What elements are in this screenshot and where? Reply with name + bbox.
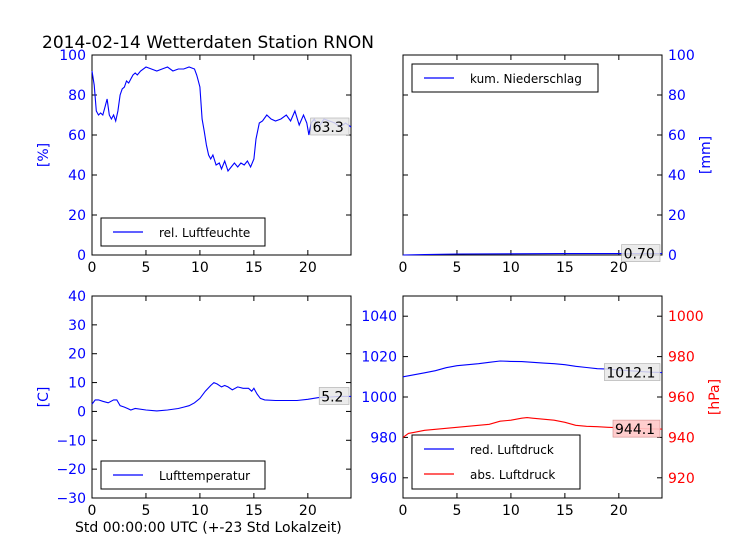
end-value-box [604,363,661,381]
y-tick-label: −20 [56,462,86,478]
x-tick-label: 5 [141,503,150,519]
legend-label: abs. Luftdruck [470,468,555,482]
y-tick-label: 40 [668,168,686,184]
y-tick-label: −30 [56,491,86,507]
legend-box [411,434,581,490]
y-axis-label: [%] [36,143,52,167]
series-line-1 [91,381,351,412]
chart-humidity: 0 5 10 15 20 0 20 40 60 80 100 [%] 63.3 rel. Luftfeuc… [36,48,352,276]
legend-label: Lufttemperatur [159,469,250,483]
y-right-tick-label: 920 [668,471,695,487]
x-tick-label: 5 [452,260,461,276]
y-right-tick-label: 960 [668,390,695,406]
y-tick-label: 80 [668,88,686,104]
x-tick-label: 15 [556,503,574,519]
end-value-box [310,117,350,136]
x-tick-label: 15 [556,260,574,276]
legend: rel. Luftfeuchte [100,217,266,247]
y-tick-label: 960 [370,471,397,487]
y-tick-label: 100 [668,48,695,64]
legend-box [100,217,266,247]
plot-frame [402,54,663,256]
y-tick-label: 40 [68,168,86,184]
y-tick-label: 20 [68,208,86,224]
legend: red. Luftdruck abs. Luftdruck [411,434,581,490]
end-value-box-right [612,419,661,438]
y-axis-label: [hPa] [707,379,723,415]
y-right-tick-label: 980 [668,350,695,366]
x-tick-label: 10 [191,503,209,519]
x-tick-label: 0 [399,503,408,519]
x-axis-label: Std 00:00:00 UTC (+-23 Std Lokalzeit) [75,520,342,536]
chart-precip: 0 5 10 15 20 0 20 40 60 80 100 [mm] 0.70 kum. Nieders… [399,48,714,276]
plot-frame [91,295,352,499]
y-tick-label: 0 [77,404,86,420]
legend-box [411,63,599,93]
y-tick-label: 10 [68,376,86,392]
y-tick-label: 100 [59,48,86,64]
y-tick-label: 0 [668,248,677,264]
legend-label: rel. Luftfeuchte [159,226,250,240]
y-tick-label: 30 [68,318,86,334]
legend-label: red. Luftdruck [470,443,554,457]
y-tick-label: 1040 [361,309,397,325]
end-value-label: 1012.1 [606,366,655,382]
x-tick-label: 15 [245,503,263,519]
end-value-box [318,387,350,405]
y-axis-label: [C] [36,387,52,408]
y-tick-label: 1020 [361,350,397,366]
x-tick-label: 5 [141,260,150,276]
x-tick-label: 10 [502,260,520,276]
end-value-label: 0.70 [624,247,655,263]
y-right-tick-label: 940 [668,430,695,446]
y-tick-label: 40 [68,289,86,305]
x-tick-label: 20 [299,260,317,276]
y-tick-label: 80 [68,88,86,104]
x-tick-label: 10 [191,260,209,276]
y-tick-label: −10 [56,433,86,449]
x-tick-label: 10 [502,503,520,519]
x-tick-label: 20 [610,503,628,519]
chart-pressure: 0 5 10 15 20 960 980 1000 1020 1040 920 940 960 980 10… [361,295,723,519]
y-tick-label: 60 [68,128,86,144]
end-value-label: 63.3 [313,120,344,136]
y-tick-label: 980 [370,430,397,446]
x-tick-label: 0 [399,260,408,276]
legend: kum. Niederschlag [411,63,599,93]
legend: Lufttemperatur [100,460,266,490]
y-tick-label: 60 [668,128,686,144]
x-tick-label: 0 [88,503,97,519]
x-tick-label: 20 [610,260,628,276]
end-value-box [621,244,661,262]
x-tick-label: 0 [88,260,97,276]
x-tick-label: 15 [245,260,263,276]
y-axis-label: [mm] [698,136,714,174]
plot-frame [91,54,352,256]
end-value-label: 5.2 [321,389,343,405]
chart-temperature: 0 5 10 15 20 −30 −20 −10 0 10 20 30 40 [C] 5.2 Lufttemp… [36,289,352,519]
y-tick-label: 1000 [361,390,397,406]
figure-title: 2014-02-14 Wetterdaten Station RNON [42,33,374,53]
series-line-1 [402,253,662,256]
y-right-tick-label: 1000 [668,309,704,325]
end-value-label-right: 944.1 [615,422,655,438]
y-tick-label: 0 [77,248,86,264]
y-tick-label: 20 [68,347,86,363]
x-tick-label: 20 [299,503,317,519]
series-line-1 [91,66,352,173]
y-tick-label: 20 [668,208,686,224]
x-tick-label: 5 [452,503,461,519]
legend-label: kum. Niederschlag [470,72,582,86]
